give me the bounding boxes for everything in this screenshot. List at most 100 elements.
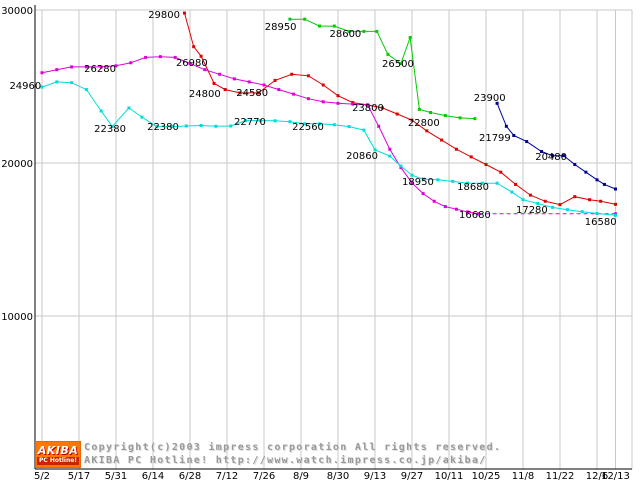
series-red-marker bbox=[469, 155, 473, 159]
series-navy bbox=[495, 101, 617, 191]
series-magenta bbox=[40, 55, 481, 216]
series-cyan-marker bbox=[244, 119, 247, 123]
series-magenta-marker bbox=[144, 55, 148, 59]
x-tick-label: 9/27 bbox=[401, 471, 423, 480]
series-navy-marker bbox=[602, 182, 606, 186]
series-cyan-marker bbox=[155, 125, 159, 129]
series-cyan-marker bbox=[110, 125, 114, 129]
series-red-marker bbox=[599, 199, 603, 203]
series-magenta-flat-marker bbox=[477, 212, 481, 216]
series-navy-marker bbox=[573, 163, 577, 167]
series-magenta-marker bbox=[173, 55, 177, 59]
point-value-label: 28950 bbox=[265, 22, 297, 33]
point-value-label: 26500 bbox=[382, 59, 414, 70]
series-green-marker bbox=[288, 17, 292, 21]
series-cyan bbox=[40, 80, 617, 217]
point-value-label: 23800 bbox=[352, 103, 384, 114]
point-value-label: 22800 bbox=[408, 118, 440, 129]
series-green-marker bbox=[318, 24, 321, 28]
series-green bbox=[288, 17, 477, 121]
series-cyan-marker bbox=[362, 128, 366, 132]
series-cyan-marker bbox=[273, 119, 277, 123]
series-red-marker bbox=[256, 91, 260, 95]
series-green-marker bbox=[362, 29, 366, 33]
series-cyan-marker bbox=[580, 210, 584, 214]
series-cyan-marker bbox=[288, 120, 292, 124]
point-value-label: 20860 bbox=[346, 151, 378, 162]
x-tick-label: 10/11 bbox=[435, 471, 464, 480]
series-red-marker bbox=[484, 163, 488, 167]
x-tick-label: 5/31 bbox=[105, 471, 127, 480]
series-magenta-marker bbox=[55, 68, 59, 72]
series-red-marker bbox=[306, 74, 310, 78]
series-magenta-marker bbox=[321, 100, 325, 104]
point-value-label: 29800 bbox=[148, 10, 180, 21]
series-cyan-marker bbox=[84, 88, 88, 92]
point-value-label: 23900 bbox=[474, 93, 506, 104]
x-tick-label: 9/13 bbox=[364, 471, 386, 480]
series-red-marker bbox=[351, 101, 355, 105]
x-tick-label: 5/17 bbox=[68, 471, 90, 480]
point-value-label: 18950 bbox=[402, 177, 434, 188]
axis-tick-labels: 10000 20000 30000 5/2 5/17 5/31 6/14 6/28 7/12 7/… bbox=[1, 6, 630, 480]
series-red-marker bbox=[192, 45, 196, 49]
series-navy-marker bbox=[595, 178, 599, 182]
series-navy-marker bbox=[495, 101, 499, 105]
series-navy-marker bbox=[551, 154, 555, 158]
x-tick-label: 7/26 bbox=[253, 471, 275, 480]
series-cyan-marker bbox=[466, 181, 469, 185]
series-magenta-marker bbox=[188, 62, 192, 66]
point-value-label: 26980 bbox=[176, 58, 208, 69]
x-tick-label: 5/2 bbox=[34, 471, 50, 480]
series-red-marker bbox=[425, 129, 429, 133]
series-cyan-marker bbox=[332, 123, 336, 127]
point-value-label: 22380 bbox=[147, 122, 179, 133]
series-red-marker bbox=[199, 54, 203, 58]
series-cyan-marker bbox=[421, 177, 425, 181]
x-tick-label: 12/6 bbox=[586, 471, 608, 480]
series-red-marker bbox=[558, 203, 562, 207]
series-red-marker bbox=[440, 138, 444, 142]
series-cyan-marker bbox=[373, 148, 377, 152]
series-magenta-line bbox=[41, 56, 479, 215]
series-magenta-marker bbox=[99, 65, 103, 69]
y-tick-label: 20000 bbox=[1, 159, 33, 170]
series-cyan-marker bbox=[318, 122, 321, 126]
series-cyan-marker bbox=[70, 81, 74, 85]
series-red-marker bbox=[321, 83, 325, 87]
point-value-label: 22380 bbox=[94, 124, 126, 135]
series-navy-marker bbox=[504, 124, 508, 128]
series-red-marker bbox=[514, 182, 518, 186]
point-value-label: 16680 bbox=[459, 210, 491, 221]
point-value-label: 22770 bbox=[234, 117, 266, 128]
series-cyan-marker bbox=[410, 173, 414, 177]
series-cyan-marker bbox=[55, 80, 59, 84]
point-value-label: 26280 bbox=[84, 64, 116, 75]
series-cyan-marker bbox=[229, 124, 233, 128]
series-navy-marker bbox=[584, 170, 588, 174]
series-red-marker bbox=[528, 193, 532, 197]
x-tick-label: 6/28 bbox=[179, 471, 201, 480]
series-magenta-marker bbox=[432, 199, 436, 203]
series-magenta-marker bbox=[306, 97, 310, 101]
akiba-pc-hotline-logo: AKIBA PC Hotline! bbox=[35, 441, 81, 468]
logo-text-pc-hotline: PC Hotline! bbox=[36, 456, 80, 465]
series-magenta-marker bbox=[351, 102, 355, 106]
point-value-label: 24960 bbox=[9, 81, 41, 92]
point-value-label: 24800 bbox=[189, 89, 221, 100]
series-red-marker bbox=[454, 147, 458, 151]
series-navy-marker bbox=[562, 154, 566, 158]
x-tick-label: 7/12 bbox=[216, 471, 238, 480]
series-magenta-marker bbox=[158, 55, 162, 59]
copyright-line: Copyright(c)2003 impress corporation All… bbox=[84, 442, 502, 453]
series-magenta-marker bbox=[292, 92, 296, 96]
point-value-label: 16580 bbox=[585, 217, 617, 228]
series-red-marker bbox=[588, 198, 592, 202]
series-magenta-marker bbox=[262, 83, 266, 87]
series-cyan-marker bbox=[40, 85, 44, 89]
series-cyan-marker bbox=[521, 198, 525, 202]
series-green-marker bbox=[332, 24, 336, 28]
series-cyan-marker bbox=[199, 124, 203, 128]
series-green-marker bbox=[473, 117, 477, 121]
series-magenta-marker bbox=[466, 210, 469, 214]
